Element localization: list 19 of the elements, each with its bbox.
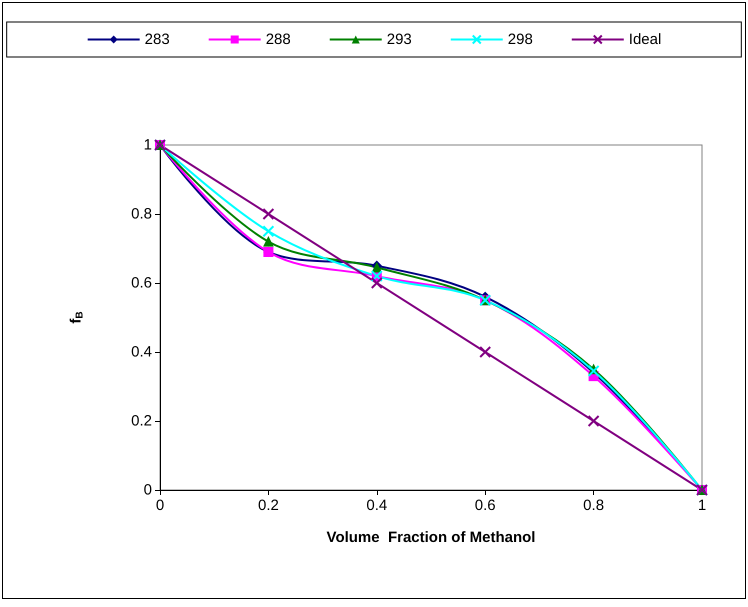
x-tick-label: 1: [698, 497, 706, 514]
y-tick-label: 0.4: [131, 344, 152, 360]
x-axis-title: Volume Fraction of Methanol: [326, 529, 536, 546]
legend-label: Ideal: [628, 31, 662, 48]
x-tick-label: 0.4: [366, 497, 388, 514]
y-tick-label: 0: [144, 482, 152, 498]
x-tick-label: 0.6: [474, 497, 496, 514]
legend-label: 283: [144, 31, 170, 48]
x-tick-label: 0: [156, 497, 164, 514]
legend-label: 298: [508, 31, 533, 48]
legend-label: 293: [386, 31, 412, 48]
legend-label: 288: [266, 31, 291, 48]
x-tick-label: 0.2: [258, 497, 279, 514]
y-tick-label: 0.6: [131, 274, 152, 292]
y-axis-title: fB: [68, 311, 86, 324]
y-tick-label: 0.8: [131, 206, 152, 222]
y-tick-label: 0.2: [131, 412, 152, 430]
y-tick-label: 1: [144, 136, 152, 154]
x-tick-label: 0.8: [583, 497, 604, 514]
